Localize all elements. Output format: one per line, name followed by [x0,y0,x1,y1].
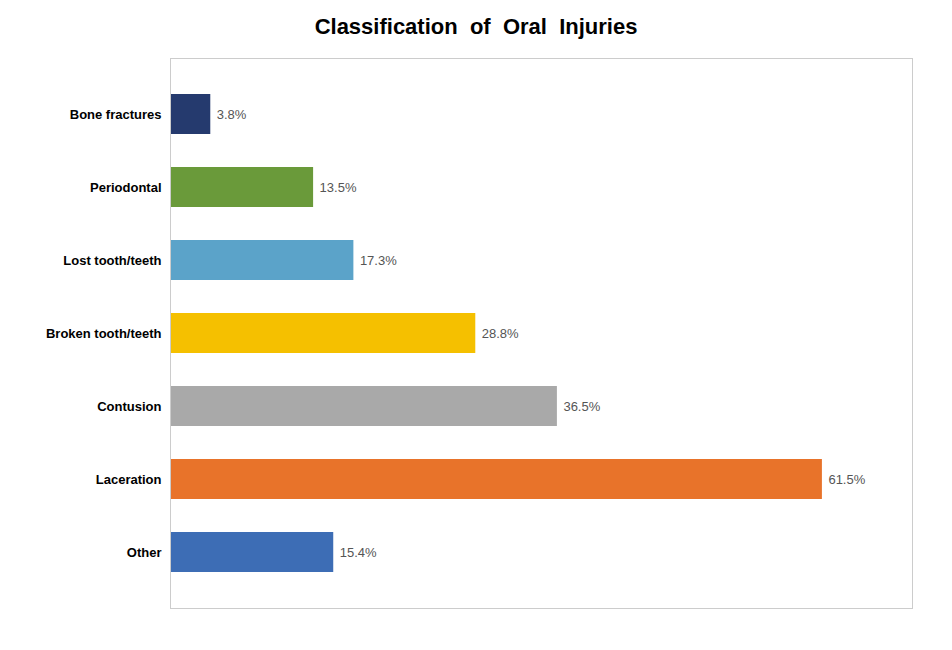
html-text:Classification of Oral Injurie: Classification of Oral Injuries [314,14,638,39]
svg-text:Broken tooth/teeth: Broken tooth/teeth [46,326,162,341]
svg-text:17.3%: 17.3% [360,253,397,268]
svg-text:15.4%: 15.4% [340,545,377,560]
svg-text:Periodontal: Periodontal [90,180,162,195]
svg-text:Contusion: Contusion [97,399,161,414]
svg-text:13.5%: 13.5% [320,180,357,195]
svg-text:Laceration: Laceration [96,472,162,487]
svg-text:61.5%: 61.5% [828,472,865,487]
svg-text:36.5%: 36.5% [563,399,600,414]
svg-text:Other: Other [127,545,162,560]
svg-text:3.8%: 3.8% [217,107,247,122]
svg-text:Lost tooth/teeth: Lost tooth/teeth [63,253,161,268]
svg-text:28.8%: 28.8% [482,326,519,341]
svg-text:Bone fractures: Bone fractures [70,107,162,122]
